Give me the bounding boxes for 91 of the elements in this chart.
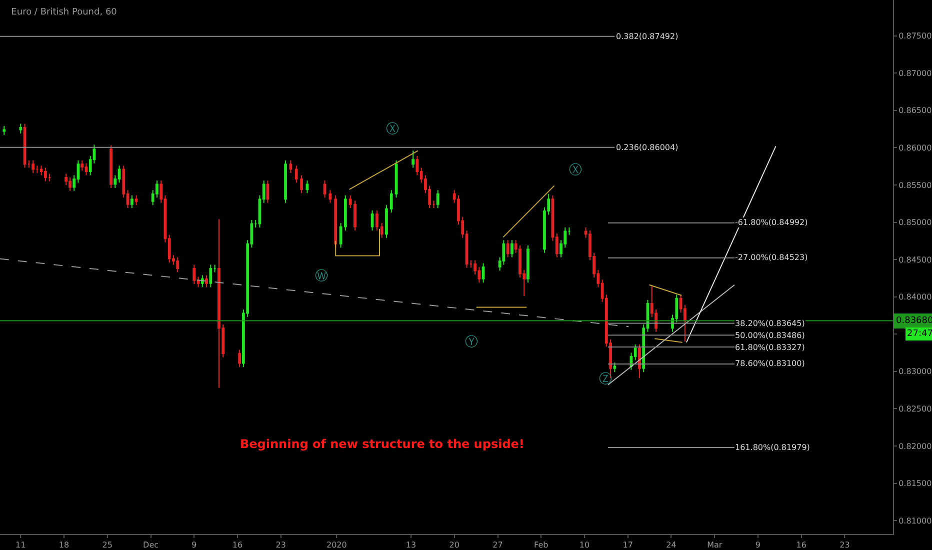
candlestick: [80, 160, 84, 172]
candlestick: [436, 190, 440, 209]
y-tick-label: 0.86500: [898, 106, 932, 116]
x-tick-label: Mar: [707, 540, 723, 550]
candlestick: [613, 362, 616, 373]
annotation: 50.00%(0.83486): [735, 331, 805, 340]
annotation: Ⓩ: [599, 372, 612, 387]
annotation: 78.60%(0.83100): [735, 359, 805, 368]
candlestick: [375, 210, 378, 231]
x-tick-label: 9: [192, 540, 197, 550]
annotation: -27.00%(0.84523): [735, 253, 808, 262]
y-tick-label: 0.85000: [898, 218, 932, 228]
annotation: 0.382(0.87492): [616, 32, 678, 41]
annotation: 61.80%(0.83327): [735, 343, 805, 352]
candlestick: [412, 150, 415, 168]
x-tick-label: 13: [406, 540, 416, 550]
candlestick: [339, 222, 342, 248]
y-tick-label: 0.82000: [898, 442, 932, 451]
y-tick-label: 0.81000: [898, 516, 932, 526]
x-tick-label: Feb: [534, 540, 548, 550]
candlestick: [130, 194, 134, 209]
candlestick: [44, 167, 47, 182]
candlestick: [2, 126, 6, 136]
text: Euro / British Pound, 60: [11, 8, 118, 18]
candlestick: [638, 344, 641, 379]
annotation: Ⓧ: [386, 122, 399, 137]
y-tick-label: 0.84000: [898, 292, 932, 302]
y-tick-label: 0.82500: [898, 404, 932, 414]
x-tick-label: 11: [16, 540, 26, 550]
candlestick: [176, 256, 180, 273]
x-tick-label: 10: [579, 540, 590, 550]
annotation: 161.80%(0.81979): [735, 443, 810, 452]
x-tick-label: 16: [232, 540, 243, 550]
candlestick: [110, 144, 112, 188]
candlestick: [217, 218, 220, 388]
candlestick: [266, 180, 270, 204]
candlestick: [19, 123, 22, 134]
candlestick: [205, 274, 208, 288]
x-tick-label: 25: [102, 540, 112, 550]
candlestick: [344, 194, 347, 231]
candlestick: [328, 190, 332, 204]
annotation: 38.20%(0.83645): [735, 319, 805, 328]
candlestick: [506, 240, 510, 258]
candlestick: [213, 264, 216, 273]
candlestick: [289, 160, 292, 174]
annotation: Ⓦ: [315, 269, 328, 284]
x-tick-label: 18: [58, 540, 70, 550]
x-tick-label: Dec: [143, 540, 159, 550]
x-tick-label: 24: [666, 540, 676, 550]
x-tick-label: 16: [796, 540, 806, 550]
candlestick: [390, 190, 393, 214]
x-tick-label: 23: [276, 540, 286, 550]
x-tick-label: 27: [492, 540, 503, 550]
candlestick: [526, 244, 530, 284]
candlestick: [294, 165, 298, 184]
y-tick-label: 0.86000: [898, 143, 932, 152]
candlestick: [284, 160, 287, 204]
x-tick-label: 23: [840, 540, 850, 550]
y-tick-label: 0.83000: [898, 367, 932, 376]
candlestick: [323, 180, 326, 198]
text: 27:47: [907, 329, 932, 339]
annotation: -61.80%(0.84992): [735, 218, 808, 227]
candlestick: [192, 264, 196, 285]
annotation: Ⓨ: [465, 335, 478, 350]
y-tick-label: 0.81500: [898, 479, 932, 488]
candlestick: [482, 262, 485, 284]
candlestick: [568, 226, 571, 236]
x-tick-label: 20: [449, 540, 460, 550]
candlestick: [370, 210, 374, 231]
candlestick: [68, 177, 72, 192]
annotation: Beginning of new structure to the upside!: [240, 437, 524, 451]
annotation: 0.236(0.86004): [616, 143, 678, 152]
x-tick-label: 9: [755, 540, 761, 550]
candlestick: [385, 204, 388, 238]
y-tick-label: 0.87000: [898, 68, 932, 78]
x-tick-label: 2020: [326, 540, 347, 550]
candlestick: [510, 240, 514, 258]
candlestick: [306, 180, 309, 194]
candlestick: [238, 349, 242, 368]
y-tick-label: 0.85500: [898, 180, 932, 190]
candlestick: [209, 264, 212, 288]
candlestick: [32, 160, 34, 174]
annotation: Ⓧ: [569, 163, 582, 178]
candlestick: [134, 194, 138, 206]
candlestick: [380, 222, 384, 238]
y-tick-label: 0.87500: [898, 32, 932, 41]
candlestick: [84, 162, 88, 176]
candlestick: [432, 200, 436, 209]
x-tick-label: 17: [622, 540, 633, 550]
y-tick-label: 0.84500: [898, 255, 932, 264]
candlestick: [300, 174, 303, 194]
